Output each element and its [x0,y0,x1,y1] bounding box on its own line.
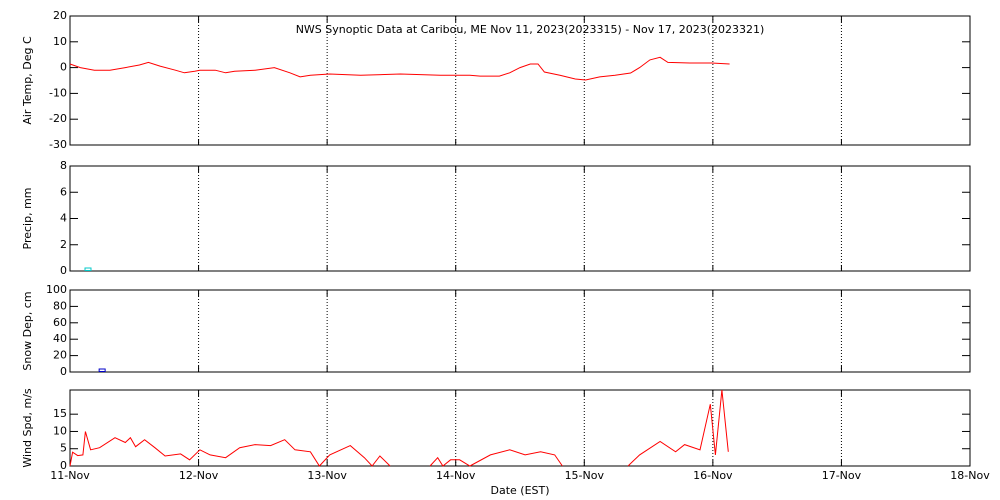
data-point [84,267,92,271]
y-tick-label: 10 [53,35,67,48]
x-axis-label: Date (EST) [490,484,549,497]
y-tick-label: 100 [46,283,67,296]
plot-frame [69,15,971,146]
data-line [69,389,729,467]
y-tick-label: 20 [53,9,67,22]
chart-title: NWS Synoptic Data at Caribou, ME Nov 11,… [296,23,765,36]
plot-frame [69,289,971,373]
y-tick-label: 6 [60,185,67,198]
y-tick-label: 5 [60,442,67,455]
y-axis-label: Air Temp, Deg C [21,36,34,125]
x-tick-label: 12-Nov [179,469,219,482]
y-tick-label: 20 [53,349,67,362]
y-tick-label: 4 [60,212,67,225]
x-tick-label: 18-Nov [950,469,990,482]
x-tick-label: 14-Nov [436,469,476,482]
data-line [69,56,730,81]
y-tick-label: 10 [53,424,67,437]
x-tick-label: 11-Nov [50,469,90,482]
y-axis-label: Wind Spd, m/s [21,388,34,468]
plot-frame [69,165,971,272]
plot-frame [69,389,971,467]
y-axis-label: Precip, mm [21,188,34,250]
y-tick-label: 40 [53,332,67,345]
x-tick-label: 15-Nov [565,469,605,482]
y-tick-label: -10 [49,86,67,99]
x-tick-label: 13-Nov [307,469,347,482]
y-axis-label: Snow Dep, cm [21,291,34,370]
x-tick-label: 17-Nov [822,469,862,482]
y-tick-label: 0 [60,459,67,472]
y-tick-label: 80 [53,299,67,312]
y-tick-label: 15 [53,407,67,420]
y-tick-label: 0 [60,61,67,74]
y-tick-label: 0 [60,365,67,378]
y-tick-label: 2 [60,238,67,251]
data-point [98,368,106,372]
y-tick-label: 0 [60,264,67,277]
y-tick-label: -30 [49,138,67,151]
y-tick-label: 8 [60,159,67,172]
y-tick-label: -20 [49,112,67,125]
x-tick-label: 16-Nov [693,469,733,482]
y-tick-label: 60 [53,316,67,329]
